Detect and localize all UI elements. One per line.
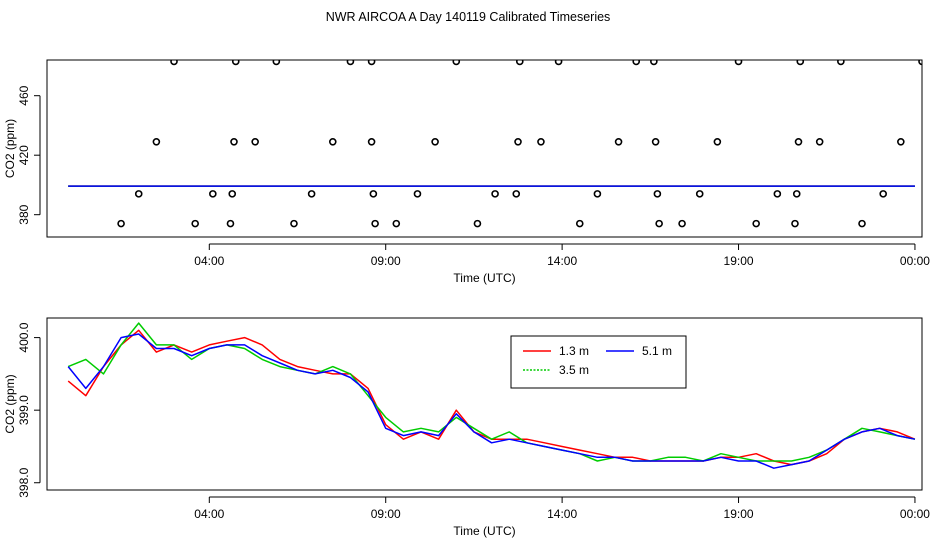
data-point: [371, 219, 379, 228]
data-point: [713, 138, 722, 146]
data-point: [307, 190, 316, 198]
x-tick-label: 14:00: [547, 254, 577, 268]
x-tick-label: 04:00: [194, 507, 224, 521]
legend-box: [510, 335, 687, 389]
series-line-5-1-m: [67, 333, 916, 469]
y-axis-label: CO2 (ppm): [3, 119, 17, 178]
y-tick-label: 399.0: [17, 395, 31, 425]
data-point: [226, 219, 235, 228]
x-tick-label: 19:00: [724, 254, 754, 268]
legend: 1.3 m 3.5 m 5.1 m: [510, 335, 687, 389]
series-line-3-5-m: [67, 322, 916, 462]
x-tick-label: 14:00: [547, 507, 577, 521]
data-point: [228, 190, 237, 198]
data-point: [537, 138, 545, 146]
data-point: [815, 138, 824, 146]
x-tick-label: 04:00: [194, 254, 224, 268]
data-point: [191, 219, 199, 228]
series-line-1-3-m: [67, 329, 916, 466]
data-point: [792, 190, 801, 198]
legend-label: 1.3 m: [559, 344, 589, 358]
x-tick-label: 19:00: [724, 507, 754, 521]
x-tick-label: 09:00: [371, 507, 401, 521]
data-point: [346, 60, 355, 66]
legend-label: 3.5 m: [559, 363, 589, 377]
data-point: [651, 138, 660, 146]
x-tick-label: 00:00: [900, 254, 930, 268]
data-layer: [67, 322, 916, 469]
data-point: [230, 138, 238, 146]
data-point: [369, 190, 378, 198]
data-point: [653, 190, 662, 198]
data-point: [655, 219, 663, 228]
data-point: [512, 190, 521, 198]
data-point: [272, 60, 281, 66]
data-point: [452, 60, 461, 66]
plot-frame: [46, 59, 923, 238]
y-tick-label: 398.0: [17, 467, 31, 497]
data-point: [515, 60, 524, 66]
y-tick-label: 380: [17, 204, 31, 224]
x-axis-label: Time (UTC): [453, 271, 515, 285]
data-layer: [68, 60, 922, 228]
data-point: [251, 138, 259, 146]
data-point: [514, 138, 522, 146]
data-point: [858, 219, 866, 228]
legend-label: 5.1 m: [642, 344, 672, 358]
data-point: [231, 60, 240, 66]
data-point: [431, 138, 439, 146]
y-tick-label: 460: [17, 85, 31, 105]
data-point: [170, 60, 178, 66]
data-point: [614, 138, 623, 146]
data-point: [897, 138, 905, 146]
data-point: [695, 190, 704, 198]
data-point: [593, 190, 602, 198]
data-point: [413, 190, 422, 198]
data-point: [328, 138, 337, 146]
data-point: [794, 138, 803, 146]
x-axis-label: Time (UTC): [453, 524, 515, 538]
data-point: [879, 190, 887, 198]
data-point: [678, 219, 686, 228]
top-panel: 04:00 09:00 14:00 19:00 00:00 Time (UTC) 380 42…: [3, 59, 930, 285]
data-point: [290, 219, 298, 228]
data-point: [796, 60, 805, 66]
data-point: [918, 60, 922, 66]
data-point: [134, 190, 143, 198]
data-point: [367, 60, 376, 66]
data-point: [773, 190, 782, 198]
data-point: [117, 219, 125, 228]
data-point: [791, 219, 799, 228]
x-tick-label: 00:00: [900, 507, 930, 521]
data-point: [650, 60, 658, 66]
main-title: NWR AIRCOA A Day 140119 Calibrated Times…: [325, 10, 611, 24]
plot-frame: [46, 317, 923, 491]
y-tick-label: 420: [17, 145, 31, 165]
data-point: [575, 219, 584, 228]
data-point: [152, 138, 161, 146]
data-point: [392, 219, 401, 228]
data-point: [632, 60, 641, 66]
data-point: [473, 219, 482, 228]
data-point: [554, 60, 563, 66]
y-axis-label: CO2 (ppm): [3, 374, 17, 433]
bottom-panel: 04:00 09:00 14:00 19:00 00:00 Time (UTC) 398.0…: [3, 317, 930, 538]
data-point: [367, 138, 376, 146]
x-tick-label: 09:00: [371, 254, 401, 268]
y-tick-label: 400.0: [17, 322, 31, 352]
data-point: [752, 219, 760, 228]
data-point: [837, 60, 845, 66]
data-point: [491, 190, 499, 198]
data-point: [734, 60, 743, 66]
data-point: [209, 190, 217, 198]
